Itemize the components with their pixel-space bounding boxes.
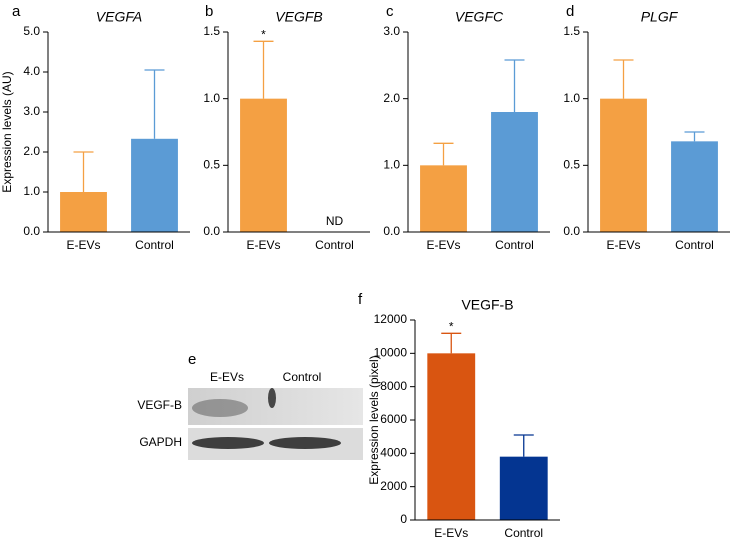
y-tick-label: 6000 [380,412,407,426]
blot-column-label: E-EVs [210,370,244,384]
bar [60,192,107,232]
x-tick-label: Control [495,238,534,252]
y-tick-label: 8000 [380,379,407,393]
bar [671,141,718,232]
y-tick-label: 0.0 [563,224,580,238]
y-tick-label: 1.0 [563,91,580,105]
y-tick-label: 2.0 [383,91,400,105]
x-tick-label: E-EVs [426,238,460,252]
panel-label: f [358,291,363,308]
panel-label: a [12,3,21,20]
x-tick-label: E-EVs [246,238,280,252]
bar [420,165,467,232]
y-tick-label: 0 [400,512,407,526]
y-axis-label: Expression levels (AU) [0,71,14,192]
y-tick-label: 1.0 [23,184,40,198]
annotation: * [449,320,454,334]
bar [131,138,178,232]
x-tick-label: E-EVs [434,526,468,540]
y-tick-label: 12000 [374,312,408,326]
y-tick-label: 0.0 [203,224,220,238]
blot-band [192,437,264,449]
blot-band [269,437,341,449]
blot-row-label: GAPDH [139,435,182,449]
y-axis-label: Expression levels (pixel) [367,355,381,484]
y-tick-label: 4.0 [23,64,40,78]
x-tick-label: Control [675,238,714,252]
chart-title: VEGF-B [461,297,513,313]
blot-panel: e E-EVs Control VEGF-B GAPDH [137,351,363,460]
y-tick-label: 1.5 [203,24,220,38]
bar [240,98,287,233]
annotation: * [261,28,266,42]
blot-band [192,399,248,417]
y-tick-label: 1.0 [383,158,400,172]
bar [491,112,538,232]
panel-label: d [566,3,574,20]
bar [499,456,548,520]
x-tick-label: Control [135,238,174,252]
blot-row-label: VEGF-B [137,398,182,412]
x-tick-label: Control [315,238,354,252]
y-tick-label: 0.5 [203,158,220,172]
y-tick-label: 10000 [374,346,408,360]
x-tick-label: Control [504,526,543,540]
y-tick-label: 3.0 [23,104,40,118]
chart-title: VEGFB [275,9,322,25]
panel-label: b [205,3,213,20]
x-tick-label: E-EVs [606,238,640,252]
bar [600,98,647,233]
annotation: ND [326,214,344,228]
y-tick-label: 4000 [380,446,407,460]
chart-title: VEGFA [96,9,142,25]
y-tick-label: 2000 [380,479,407,493]
y-tick-label: 0.0 [383,224,400,238]
chart-title: VEGFC [455,9,504,25]
blot-spot [268,388,276,408]
blot-column-label: Control [283,370,322,384]
y-tick-label: 0.0 [23,224,40,238]
y-tick-label: 1.0 [203,91,220,105]
y-tick-label: 5.0 [23,24,40,38]
panel-label: c [386,3,394,20]
y-tick-label: 1.5 [563,24,580,38]
y-tick-label: 3.0 [383,24,400,38]
chart-title: PLGF [641,9,679,25]
bar [427,353,476,520]
y-tick-label: 0.5 [563,158,580,172]
x-tick-label: E-EVs [66,238,100,252]
y-tick-label: 2.0 [23,144,40,158]
panel-label: e [188,351,196,368]
